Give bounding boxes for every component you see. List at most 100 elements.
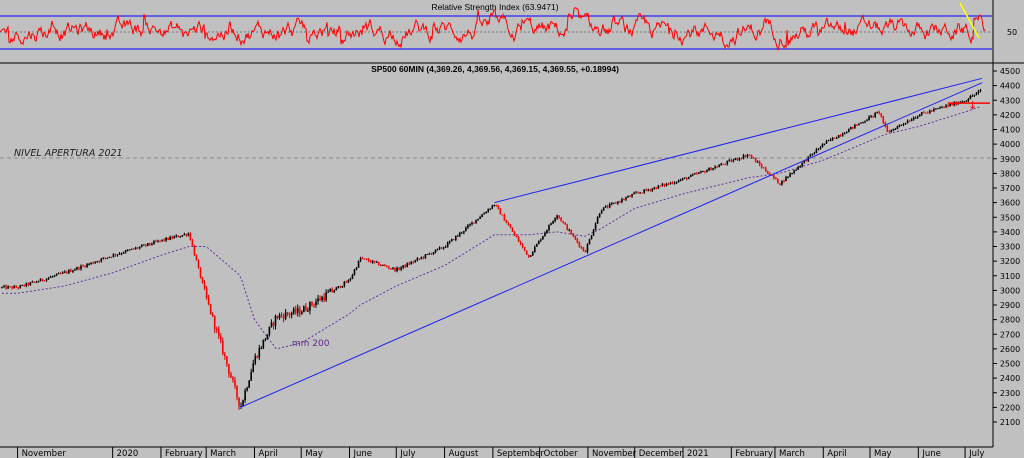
candle-body — [787, 176, 789, 178]
candle-body — [264, 339, 267, 341]
candle-body — [335, 287, 338, 291]
price-candles — [1, 88, 982, 410]
x-tick-label: October — [544, 449, 579, 458]
candle-body — [963, 101, 966, 103]
candle-body — [538, 240, 540, 244]
candle-body — [359, 258, 362, 261]
candle-body — [505, 220, 508, 224]
candle-body — [718, 165, 720, 167]
candle-body — [400, 267, 402, 270]
candle-body — [159, 240, 161, 242]
y-tick-label: 4200 — [1000, 111, 1020, 120]
candle-body — [104, 257, 107, 259]
candle-body — [118, 253, 121, 255]
candle-body — [762, 167, 765, 169]
candle-body — [635, 192, 637, 194]
candle-body — [84, 265, 86, 267]
candle-body — [685, 177, 688, 180]
candle-body — [226, 356, 228, 365]
candle-body — [570, 229, 573, 235]
candle-body — [195, 255, 198, 261]
x-tick-label: February — [735, 449, 773, 458]
candle-body — [499, 208, 502, 215]
candle-body — [839, 135, 842, 137]
candle-body — [290, 313, 293, 316]
candle-body — [562, 221, 564, 223]
candle-body — [922, 112, 925, 114]
candle-body — [961, 101, 964, 103]
candle-body — [398, 267, 400, 270]
candle-body — [92, 262, 94, 264]
candle-body — [623, 199, 625, 201]
candle-body — [96, 261, 99, 263]
candle-body — [236, 386, 238, 398]
candle-body — [967, 99, 970, 101]
candle-body — [450, 239, 453, 242]
candle-body — [483, 213, 485, 215]
x-tick-label: August — [449, 449, 479, 458]
candle-body — [51, 276, 54, 278]
x-tick-label: May — [305, 449, 323, 458]
candle-body — [72, 270, 74, 272]
candle-body — [349, 278, 352, 280]
y-tick-label: 2900 — [1000, 301, 1020, 310]
candle-body — [647, 189, 650, 191]
candle-body — [100, 258, 103, 262]
candle-body — [552, 221, 554, 224]
x-tick-label: February — [165, 449, 203, 458]
candle-body — [493, 204, 496, 206]
candle-body — [951, 103, 953, 106]
candle-body — [19, 285, 22, 288]
trendline-support — [240, 82, 983, 408]
candle-body — [880, 113, 883, 117]
candle-body — [294, 308, 297, 313]
candle-body — [250, 372, 252, 381]
candle-body — [580, 246, 583, 248]
candle-body — [882, 116, 885, 123]
candle-body — [542, 236, 544, 240]
candle-body — [163, 239, 165, 241]
candle-body — [501, 214, 504, 216]
candle-body — [171, 236, 173, 239]
candle-body — [613, 202, 615, 204]
candle-body — [617, 201, 619, 204]
candle-body — [442, 247, 445, 249]
candle-body — [489, 208, 492, 210]
candle-body — [410, 261, 413, 265]
candle-body — [900, 124, 903, 126]
candle-body — [536, 243, 538, 247]
candle-body — [663, 184, 666, 186]
candle-body — [138, 246, 141, 249]
candle-body — [185, 234, 188, 236]
candle-body — [134, 247, 137, 249]
candle-body — [904, 123, 907, 125]
candle-body — [167, 237, 169, 240]
candle-body — [311, 302, 313, 305]
candle-body — [296, 308, 299, 313]
candle-body — [886, 126, 889, 132]
candle-body — [829, 139, 832, 141]
x-tick-label: September — [497, 449, 544, 458]
candle-body — [965, 100, 968, 102]
candle-body — [3, 285, 5, 287]
candle-body — [523, 246, 526, 251]
candle-body — [193, 245, 196, 256]
candle-body — [37, 281, 40, 283]
mm200-line — [2, 106, 981, 350]
candle-body — [347, 279, 350, 283]
candle-body — [766, 171, 769, 174]
candle-body — [655, 187, 658, 189]
candle-body — [554, 218, 556, 222]
candle-body — [219, 335, 222, 341]
candle-body — [266, 334, 269, 340]
candle-body — [337, 286, 340, 288]
candle-body — [280, 314, 283, 316]
candle-body — [365, 258, 368, 260]
candle-body — [248, 380, 250, 388]
y-tick-label: 4300 — [1000, 96, 1020, 105]
candle-body — [254, 355, 257, 364]
candle-body — [574, 235, 577, 239]
candle-body — [207, 297, 210, 305]
candle-body — [27, 283, 30, 285]
candle-body — [973, 94, 976, 96]
